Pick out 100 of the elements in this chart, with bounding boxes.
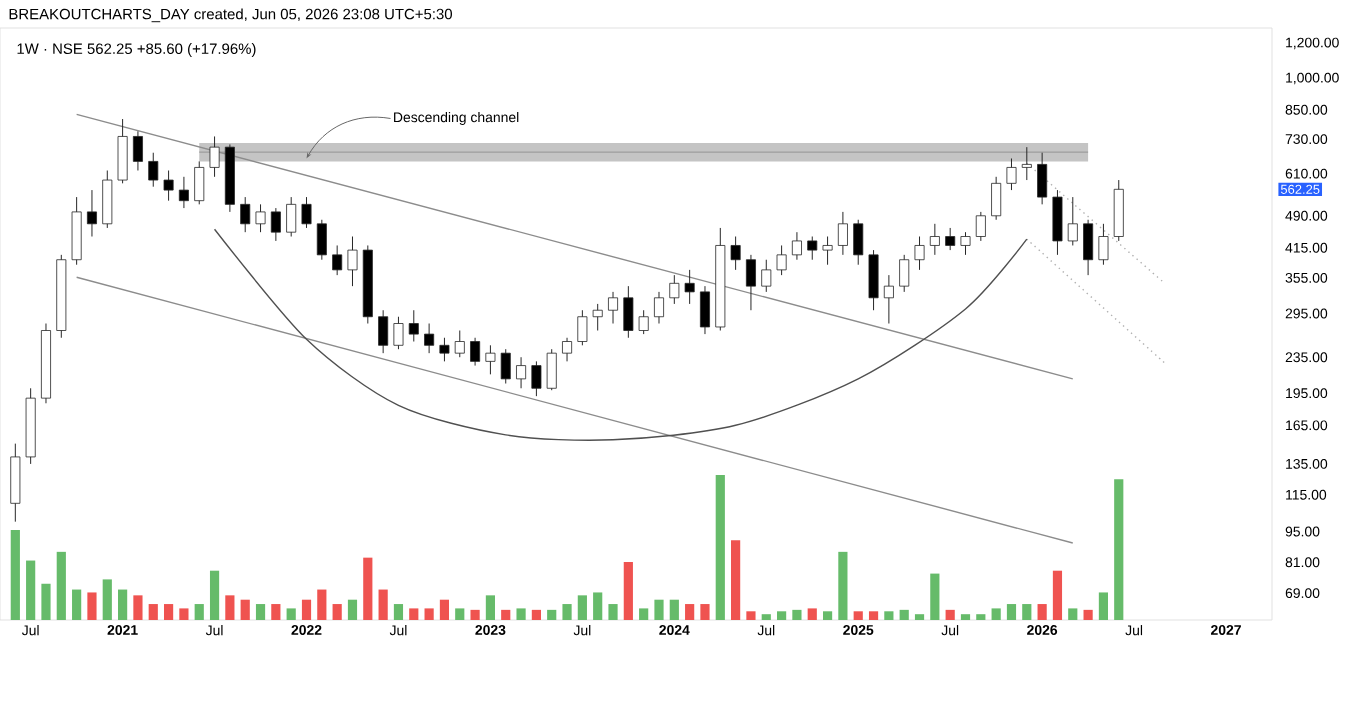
bar: [133, 595, 143, 620]
candlestick: [945, 227, 956, 251]
bar: [409, 608, 419, 620]
candlestick: [148, 152, 159, 188]
bar: [531, 609, 541, 620]
bar: [87, 592, 97, 620]
bar: [102, 579, 112, 620]
candlestick: [454, 330, 465, 358]
candlestick: [761, 259, 772, 293]
candlestick: [270, 207, 281, 242]
bar: [884, 611, 894, 620]
candlestick: [424, 323, 435, 354]
candlestick: [623, 285, 634, 339]
candlestick: [1052, 189, 1063, 256]
bar: [623, 562, 633, 620]
candlestick: [868, 249, 879, 311]
bar: [669, 599, 679, 620]
candlestick: [562, 337, 573, 362]
candlestick: [730, 236, 741, 271]
candlestick: [608, 291, 619, 324]
bar: [914, 614, 925, 620]
candlestick: [1021, 146, 1032, 181]
bar: [439, 599, 450, 620]
bar: [240, 599, 250, 620]
bar: [547, 609, 557, 620]
candlestick: [255, 203, 266, 233]
bar: [148, 604, 158, 620]
bar: [209, 570, 220, 620]
bar: [317, 589, 327, 620]
bar: [792, 609, 802, 620]
candlestick: [791, 231, 802, 261]
bar: [1083, 609, 1093, 620]
candlestick: [378, 309, 389, 354]
bar: [485, 595, 496, 620]
candlestick: [638, 309, 649, 335]
candlestick: [546, 348, 557, 391]
candlestick: [347, 236, 358, 287]
bar: [945, 609, 955, 620]
candlestick: [577, 309, 588, 346]
bar: [777, 611, 787, 620]
bar: [301, 599, 312, 620]
candlestick: [914, 236, 925, 271]
bar: [853, 611, 863, 620]
bar: [378, 589, 388, 620]
bar: [1098, 592, 1109, 620]
candlestick: [837, 211, 848, 256]
bar: [807, 608, 817, 620]
bar: [225, 595, 235, 620]
candlestick: [393, 316, 404, 350]
bar: [639, 608, 649, 620]
candlestick: [117, 118, 128, 184]
bar: [516, 608, 526, 620]
bar: [1068, 608, 1078, 620]
bar: [654, 599, 664, 620]
candlestick: [209, 135, 220, 178]
bar: [562, 604, 572, 620]
bar: [163, 604, 174, 620]
candlestick: [669, 274, 680, 305]
candlestick: [1006, 157, 1017, 191]
candlestick: [71, 196, 82, 266]
bar: [347, 599, 358, 620]
bar: [577, 595, 587, 620]
bar: [10, 530, 20, 620]
bar: [41, 583, 51, 620]
candlestick: [178, 176, 189, 209]
candlestick: [86, 189, 97, 237]
candlestick: [807, 236, 818, 261]
bar: [26, 560, 36, 620]
bar: [822, 611, 833, 620]
bar: [715, 474, 725, 620]
bar: [72, 589, 82, 620]
bar: [1037, 604, 1047, 620]
candlestick: [531, 360, 542, 397]
candlestick: [470, 337, 481, 367]
candlestick: [485, 344, 496, 375]
bar: [271, 604, 281, 620]
bar: [700, 604, 710, 620]
bar: [731, 540, 741, 620]
candlestick: [883, 274, 894, 324]
line-series: [213, 228, 1028, 441]
candlestick: [654, 291, 664, 324]
candlestick: [301, 196, 312, 229]
bar: [930, 573, 940, 620]
bar: [976, 614, 986, 620]
candlestick: [991, 176, 1002, 221]
candlestick: [132, 130, 143, 172]
candlestick: [10, 443, 21, 523]
bar: [118, 589, 128, 620]
candlestick: [929, 223, 940, 256]
bar: [424, 608, 434, 620]
bar: [991, 608, 1001, 620]
candlestick: [102, 170, 113, 229]
bar: [1006, 604, 1017, 620]
bar: [56, 551, 66, 620]
candlestick: [776, 244, 787, 276]
bar: [194, 604, 204, 620]
bar: [608, 604, 618, 620]
candlestick: [1037, 152, 1048, 205]
bar: [470, 609, 480, 620]
candlestick: [960, 231, 971, 256]
